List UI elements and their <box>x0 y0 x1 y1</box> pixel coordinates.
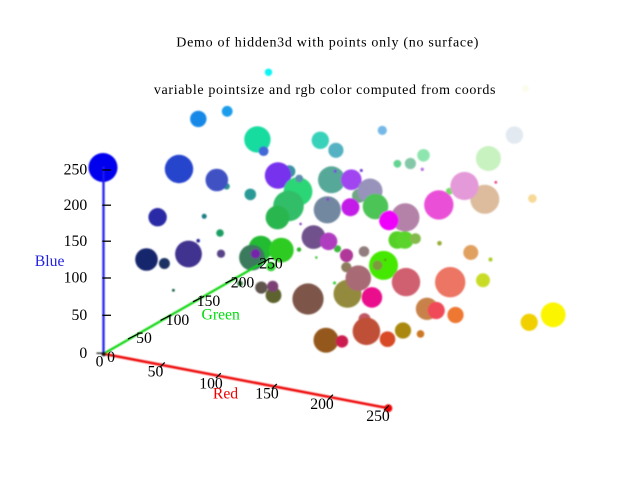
svg-text:0: 0 <box>107 349 115 366</box>
svg-text:50: 50 <box>148 364 164 381</box>
svg-text:0: 0 <box>96 354 104 371</box>
svg-text:50: 50 <box>72 307 88 324</box>
svg-text:250: 250 <box>366 408 390 425</box>
svg-text:200: 200 <box>310 396 334 413</box>
svg-text:variable pointsize and rgb col: variable pointsize and rgb color compute… <box>154 83 496 98</box>
svg-text:Blue: Blue <box>35 253 65 270</box>
svg-text:100: 100 <box>199 376 223 393</box>
svg-text:200: 200 <box>64 197 88 214</box>
svg-text:200: 200 <box>231 275 255 292</box>
svg-text:Red: Red <box>213 386 238 403</box>
svg-text:250: 250 <box>64 162 88 179</box>
svg-text:100: 100 <box>166 312 190 329</box>
svg-text:Green: Green <box>202 307 240 324</box>
svg-text:50: 50 <box>136 330 152 347</box>
svg-text:150: 150 <box>255 386 279 403</box>
svg-text:100: 100 <box>64 270 88 287</box>
svg-text:Demo of hidden3d with points o: Demo of hidden3d with points only (no su… <box>176 35 479 50</box>
svg-text:150: 150 <box>64 233 88 250</box>
svg-text:0: 0 <box>79 345 87 362</box>
svg-text:250: 250 <box>259 256 283 273</box>
svg-text:150: 150 <box>197 293 221 310</box>
